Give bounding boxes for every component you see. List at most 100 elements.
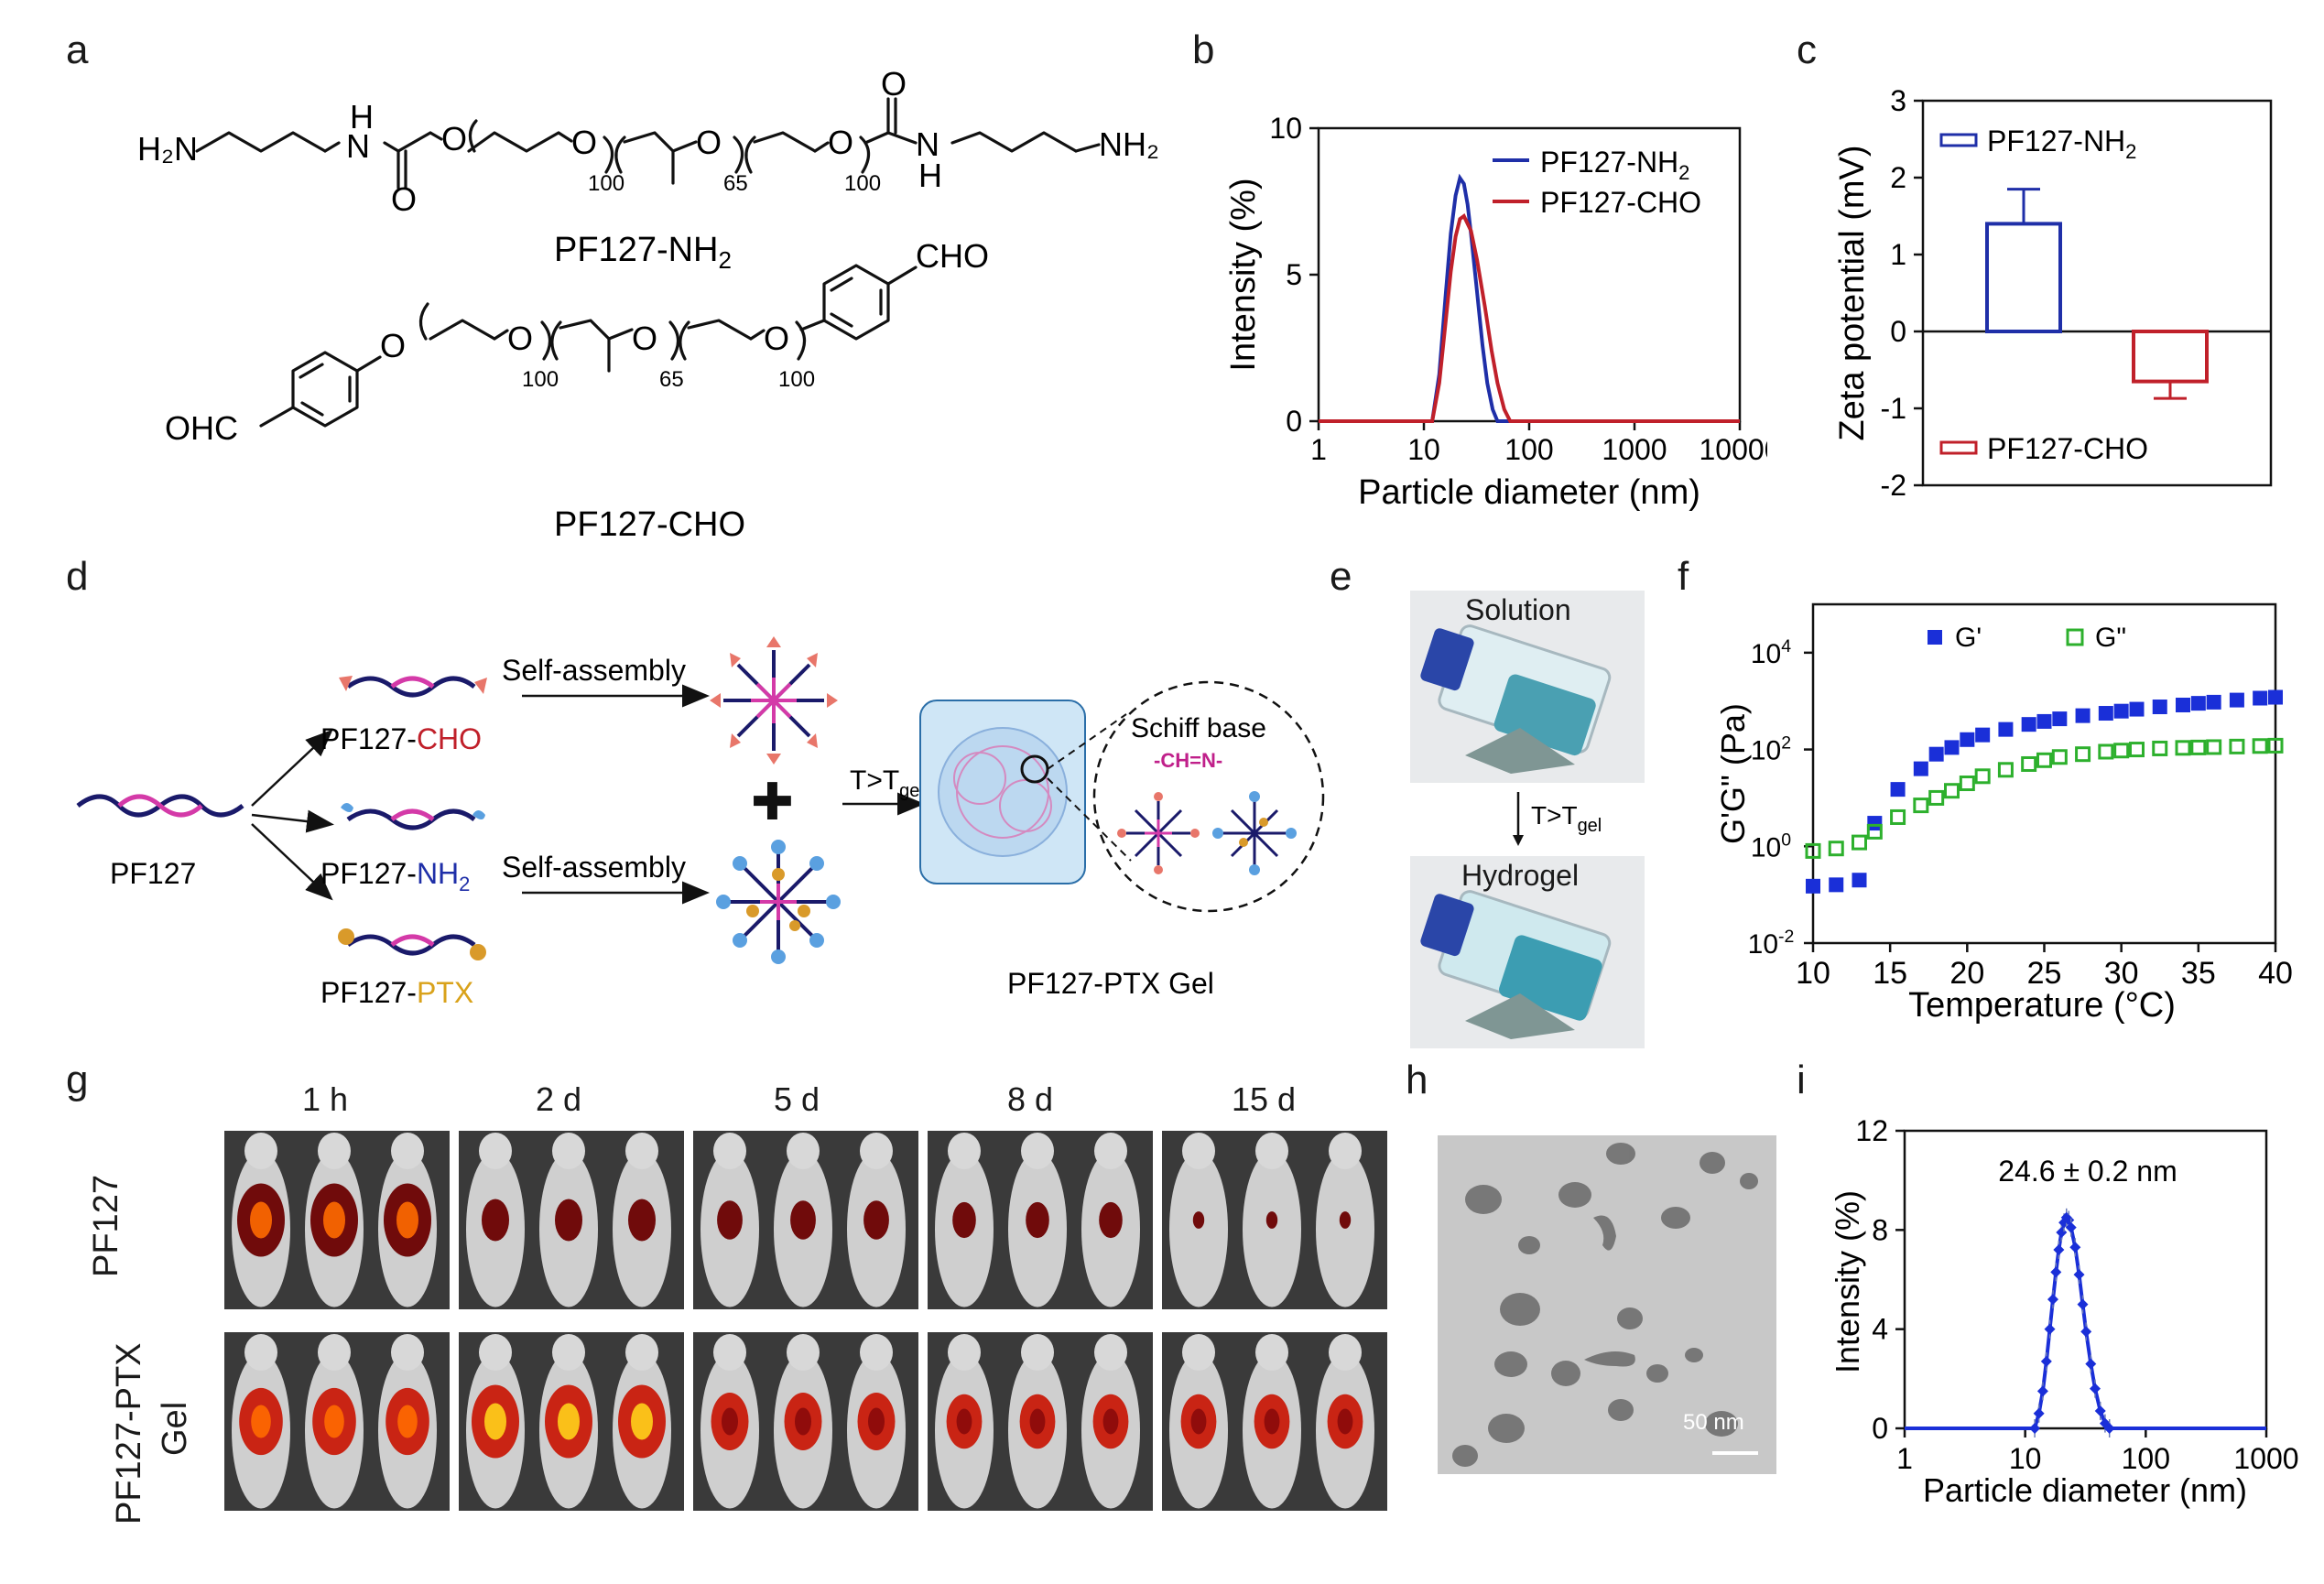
y-tick-label: 1 — [1890, 238, 1906, 271]
mouse-head — [318, 1133, 351, 1169]
data-point — [2047, 1294, 2059, 1306]
data-point — [2206, 694, 2221, 710]
data-point — [2094, 1405, 2106, 1417]
ohc-label: OHC — [165, 409, 238, 447]
x-tick-label: 10 — [2009, 1442, 2042, 1475]
y-axis-label: Intensity (%) — [1224, 178, 1263, 371]
signal-inner — [1337, 1408, 1353, 1435]
data-point — [2268, 689, 2283, 705]
imaging-cell — [928, 1131, 1153, 1309]
mol2-name: PF127-CHO — [554, 505, 745, 540]
y-tick-label: 12 — [1855, 1114, 1888, 1147]
signal-inner — [250, 1201, 272, 1239]
photo-hydrogel — [1410, 856, 1645, 1048]
signal-inner — [251, 1405, 271, 1438]
time-1: 1 h — [302, 1080, 349, 1118]
mouse-head — [860, 1133, 893, 1169]
y-tick-label: 10-2 — [1748, 927, 1795, 960]
data-point — [2044, 1323, 2056, 1335]
mouse-head — [713, 1334, 746, 1371]
legend-cho: PF127-CHO — [1540, 186, 1701, 219]
y-tick-label: 2 — [1890, 161, 1906, 194]
data-point — [1928, 746, 1944, 762]
y-tick-label: 0 — [1890, 315, 1906, 348]
x-tick-label: 10 — [1407, 433, 1440, 466]
signal-outer — [555, 1199, 582, 1242]
legend-nh2: PF127-NH2 — [1540, 146, 1689, 184]
data-point — [2190, 696, 2206, 711]
signal-outer — [482, 1199, 509, 1242]
data-point — [2040, 1355, 2052, 1367]
panel-label-b: b — [1192, 27, 1215, 72]
cho-chain — [346, 676, 476, 698]
signal-outer — [1265, 1211, 1278, 1229]
nh2-chain — [346, 808, 476, 830]
x-tick-label: 1 — [1896, 1442, 1913, 1475]
ether-o-2: O — [696, 124, 722, 161]
data-point — [2077, 1298, 2089, 1310]
legend-swatch-cho — [1939, 440, 1978, 455]
data-point — [2063, 1214, 2075, 1226]
data-point — [2052, 711, 2068, 727]
imaging-cell — [224, 1131, 450, 1309]
data-point — [1944, 740, 1960, 755]
legend-g1: G' — [1955, 623, 1982, 653]
data-point — [1867, 816, 1883, 831]
mouse-head — [1182, 1133, 1215, 1169]
mouse-head — [1182, 1334, 1215, 1371]
chart-c-zeta: -2 -1 0 1 2 3 Zeta potential (mV) PF127-NH2 P… — [1833, 87, 2273, 502]
mouse-head — [391, 1334, 424, 1371]
signal-inner — [1190, 1408, 1207, 1435]
mouse-body — [1243, 1151, 1301, 1307]
phenoxy-o-1: O — [380, 327, 406, 364]
hydrogel-label: Hydrogel — [1461, 859, 1580, 892]
series-line — [1319, 212, 1740, 423]
data-point — [2206, 739, 2222, 755]
x-tick-label: 25 — [2027, 956, 2062, 991]
plot-frame — [1903, 1129, 2268, 1430]
y-tick-label: 0 — [1286, 405, 1302, 438]
cho-label: CHO — [916, 237, 989, 275]
data-point — [2075, 708, 2091, 723]
peg-count-3: 100 — [522, 367, 559, 392]
chemical-structures: H₂N H N O O O 100 O 65 O 100 O N H NH₂ P… — [137, 65, 1159, 540]
mouse-head — [1021, 1133, 1054, 1169]
gel-name: PF127-PTX Gel — [1007, 967, 1214, 1000]
y-axis-label: G'G" (Pa) — [1714, 703, 1752, 844]
signal-inner — [956, 1408, 972, 1435]
peg-count-2: 100 — [844, 171, 881, 196]
y-tick-label: 100 — [1751, 830, 1791, 863]
y-tick-label: 104 — [1751, 636, 1791, 669]
mouse-head — [552, 1334, 585, 1371]
imaging-cell — [1162, 1131, 1387, 1309]
data-point — [1913, 761, 1928, 776]
imaging-cell — [928, 1332, 1153, 1511]
mouse-head — [1094, 1133, 1127, 1169]
solution-label: Solution — [1465, 593, 1571, 626]
data-point — [2075, 746, 2091, 763]
mouse-head — [948, 1334, 981, 1371]
data-point — [2098, 743, 2114, 760]
x-tick-label: 1 — [1310, 433, 1327, 466]
mouse-head — [1021, 1334, 1054, 1371]
y-axis-label: Zeta potential (mV) — [1833, 145, 1872, 440]
cho-label: PF127-CHO — [320, 722, 482, 755]
data-point — [2069, 1242, 2081, 1253]
legend-swatch-nh2 — [1939, 133, 1978, 147]
signal-outer — [790, 1200, 816, 1240]
data-point — [2053, 1244, 2065, 1255]
nh-n-bottom: N — [916, 125, 939, 163]
schiff-label: Schiff base — [1131, 713, 1266, 743]
y-tick-label: 8 — [1872, 1213, 1888, 1246]
data-point — [2021, 717, 2036, 732]
schiff-bond: -CH=N- — [1154, 749, 1222, 772]
signal-outer — [717, 1200, 743, 1240]
chart-f-rheology: 10 15 20 25 30 35 40 10-2 100 102 104 G'G" (Pa) Te… — [1714, 602, 2293, 1025]
row-label-pf127: PF127 — [87, 1175, 125, 1277]
row-label-gel-line2: Gel — [156, 1401, 194, 1456]
signal-inner — [324, 1405, 344, 1438]
x-tick-label: 15 — [1873, 956, 1907, 991]
data-point — [2176, 697, 2190, 712]
size-annotation: 24.6 ± 0.2 nm — [1998, 1155, 2177, 1188]
data-point — [1890, 782, 1906, 797]
